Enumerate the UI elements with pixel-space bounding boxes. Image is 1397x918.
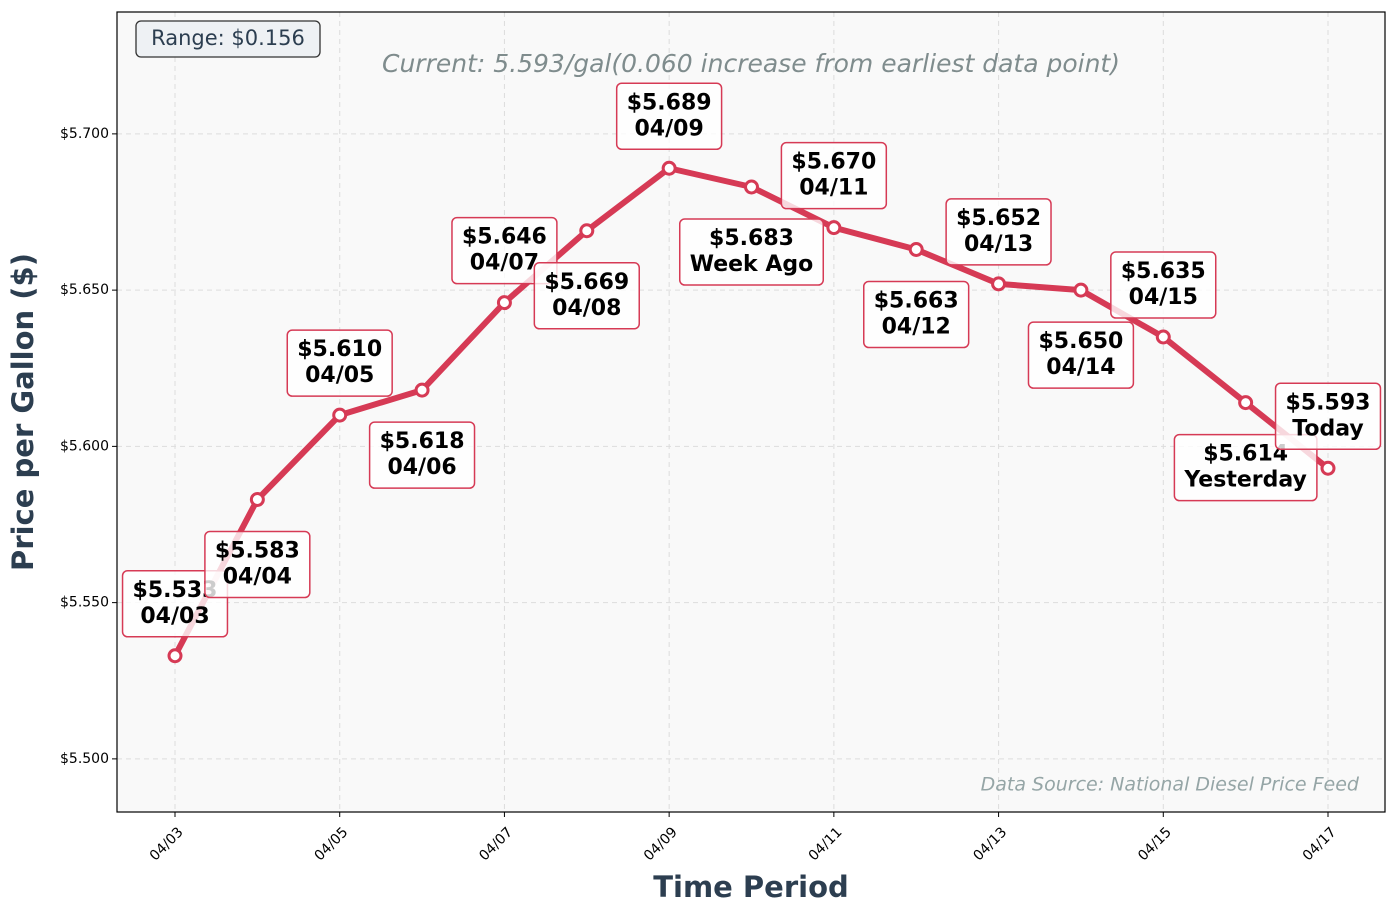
point-marker	[991, 276, 1007, 292]
annotation-label: 04/15	[1129, 285, 1198, 310]
annotation-value: $5.650	[1038, 329, 1123, 354]
annotation-box	[286, 329, 393, 397]
x-tick-label: 04/09	[641, 824, 681, 864]
annotation-value: $5.614	[1203, 442, 1288, 467]
x-tick-label: 04/11	[806, 824, 846, 864]
annotation-box	[615, 82, 723, 150]
annotation-label: 04/14	[1046, 355, 1115, 380]
annotation-value: $5.683	[709, 226, 794, 251]
y-axis-label: Price per Gallon ($)	[6, 253, 40, 571]
annotation-box	[678, 218, 825, 286]
annotation-label: 04/05	[305, 363, 374, 388]
point-marker	[908, 242, 924, 257]
annotation-label: 04/09	[635, 116, 704, 141]
annotation-label: 04/08	[552, 296, 621, 321]
point-marker	[414, 382, 430, 398]
point-marker	[1238, 395, 1254, 411]
y-tick-label: $5.550	[60, 595, 109, 611]
current-label: Current: 5.593/gal(0.060 increase from e…	[382, 49, 1120, 78]
y-tick-label: $5.700	[60, 126, 109, 142]
annotation-box	[533, 262, 640, 330]
annotation-value: $5.670	[791, 150, 876, 175]
annotation-label: 04/07	[470, 251, 539, 276]
annotation-value: $5.610	[297, 337, 382, 362]
annotation-label: Yesterday	[1183, 468, 1306, 493]
annotation-value: $5.635	[1121, 259, 1206, 284]
annotation-label: 04/06	[387, 455, 456, 480]
annotation-box	[368, 421, 476, 489]
point-marker	[661, 160, 677, 176]
point-marker	[332, 407, 348, 423]
plot-frame	[116, 11, 1386, 813]
point-marker	[1073, 282, 1089, 298]
point-marker	[826, 220, 842, 236]
annotation-box	[1274, 382, 1382, 450]
annotation-label: 04/11	[799, 176, 868, 201]
x-tick-label: 04/13	[970, 824, 1010, 864]
annotation-label: 04/12	[882, 315, 951, 340]
x-tick-label: 04/17	[1300, 824, 1340, 864]
annotation-box	[204, 530, 311, 599]
plot-background	[117, 12, 1385, 812]
point-marker	[249, 492, 265, 507]
annotation-label: Week Ago	[690, 252, 814, 277]
point-marker	[496, 295, 512, 311]
annotation-box	[451, 216, 558, 285]
point-marker	[744, 179, 759, 195]
annotation-value: $5.533	[133, 578, 218, 603]
annotation-box	[121, 570, 229, 638]
x-tick-label: 04/03	[147, 824, 187, 864]
y-tick-label: $5.600	[60, 438, 109, 454]
x-tick-label: 04/05	[312, 824, 352, 864]
annotation-box	[780, 141, 888, 210]
annotation-value: $5.663	[874, 289, 959, 314]
annotation-box	[945, 198, 1052, 266]
x-tick-label: 04/07	[476, 824, 516, 864]
annotation-label: 04/03	[140, 604, 209, 629]
x-axis-label: Time Period	[653, 870, 849, 904]
range-box	[135, 20, 321, 58]
annotation-label: 04/04	[223, 565, 292, 590]
annotation-value: $5.583	[215, 539, 300, 564]
annotation-value: $5.593	[1286, 390, 1371, 415]
point-marker	[579, 223, 595, 239]
annotation-box	[863, 280, 970, 349]
range-label: Range: $0.156	[151, 26, 305, 50]
point-marker	[167, 648, 183, 664]
annotation-box	[1110, 251, 1217, 319]
point-marker	[1155, 329, 1171, 345]
annotation-value: $5.618	[380, 429, 465, 454]
y-tick-label: $5.500	[60, 751, 109, 767]
point-marker	[1320, 460, 1336, 476]
annotation-value: $5.689	[627, 90, 712, 115]
annotation-box	[1027, 321, 1135, 389]
annotation-value: $5.646	[462, 225, 547, 250]
annotation-label: 04/13	[964, 232, 1033, 257]
source-note: Data Source: National Diesel Price Feed	[981, 774, 1360, 796]
y-tick-label: $5.650	[60, 282, 109, 298]
annotation-box	[1173, 433, 1318, 502]
annotation-label: Today	[1292, 416, 1363, 441]
annotation-value: $5.652	[956, 206, 1041, 231]
annotation-value: $5.669	[544, 270, 629, 295]
x-tick-label: 04/15	[1135, 824, 1175, 864]
